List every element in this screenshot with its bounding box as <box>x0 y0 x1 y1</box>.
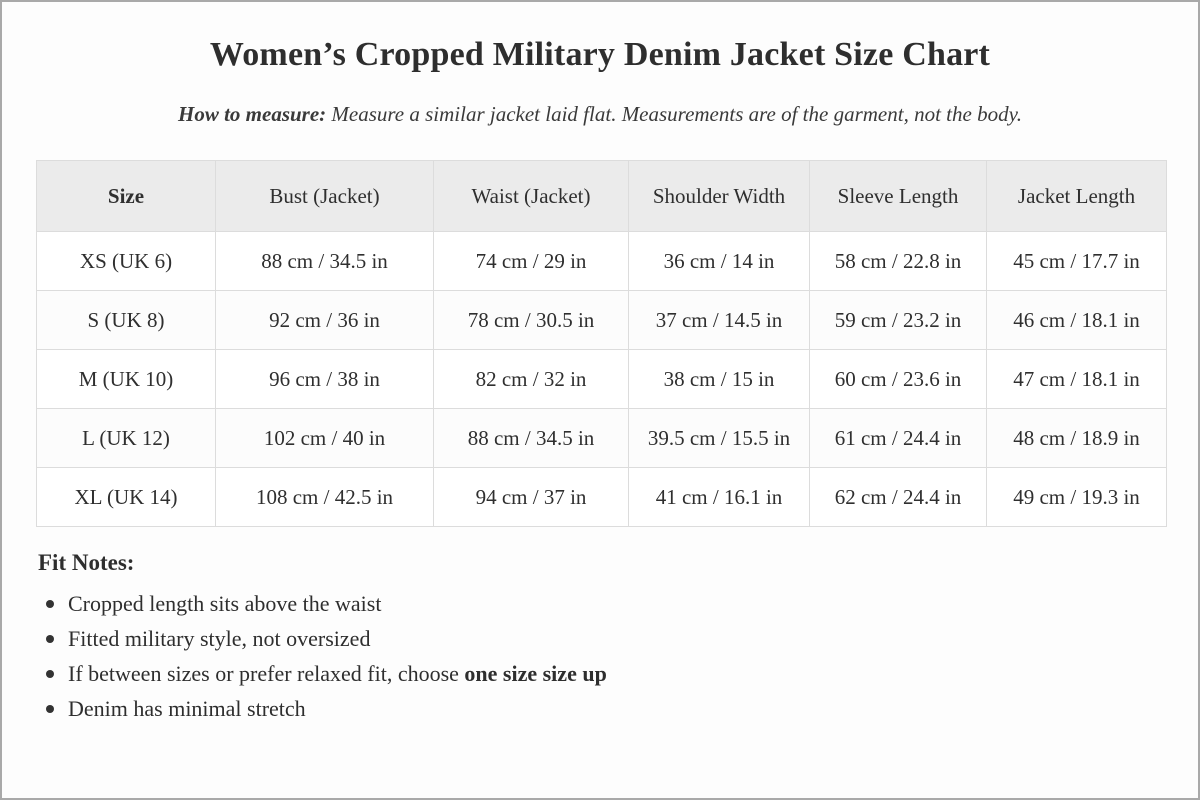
cell-size: XS (UK 6) <box>36 231 216 291</box>
bullet-icon <box>46 704 54 713</box>
page-title: Women’s Cropped Military Denim Jacket Si… <box>209 36 991 73</box>
table-row: M (UK 10) 96 cm / 38 in 82 cm / 32 in 38… <box>36 349 1167 409</box>
column-header-shoulder-width: Shoulder Width <box>628 160 810 232</box>
bullet-icon <box>46 599 54 608</box>
fit-note-text: If between sizes or prefer relaxed fit, … <box>68 658 607 690</box>
column-header-size: Size <box>36 160 216 232</box>
cell-waist: 82 cm / 32 in <box>433 349 629 409</box>
cell-shoulder-width: 39.5 cm / 15.5 in <box>628 408 810 468</box>
cell-jacket-length: 46 cm / 18.1 in <box>986 290 1167 350</box>
cell-bust: 88 cm / 34.5 in <box>215 231 434 291</box>
cell-jacket-length: 49 cm / 19.3 in <box>986 467 1167 527</box>
how-to-measure-label: How to measure: <box>178 102 327 126</box>
cell-size: S (UK 8) <box>36 290 216 350</box>
cell-size: M (UK 10) <box>36 349 216 409</box>
size-table: Size Bust (Jacket) Waist (Jacket) Should… <box>36 160 1167 527</box>
bullet-icon <box>46 669 54 678</box>
cell-jacket-length: 47 cm / 18.1 in <box>986 349 1167 409</box>
table-header-row: Size Bust (Jacket) Waist (Jacket) Should… <box>36 160 1167 232</box>
cell-size: L (UK 12) <box>36 408 216 468</box>
cell-bust: 92 cm / 36 in <box>215 290 434 350</box>
fit-note-text-lead: If between sizes or prefer relaxed fit, … <box>68 660 465 686</box>
fit-note-item: Cropped length sits above the waist <box>44 586 607 621</box>
cell-bust: 102 cm / 40 in <box>215 408 434 468</box>
cell-shoulder-width: 38 cm / 15 in <box>628 349 810 409</box>
fit-note-emphasis: one size size up <box>464 660 607 686</box>
fit-note-text: Denim has minimal stretch <box>68 695 306 721</box>
cell-sleeve-length: 61 cm / 24.4 in <box>809 408 987 468</box>
fit-notes-list: Cropped length sits above the waist Fitt… <box>44 586 607 726</box>
cell-jacket-length: 45 cm / 17.7 in <box>986 231 1167 291</box>
table-row: L (UK 12) 102 cm / 40 in 88 cm / 34.5 in… <box>36 408 1167 468</box>
cell-size: XL (UK 14) <box>36 467 216 527</box>
cell-sleeve-length: 60 cm / 23.6 in <box>809 349 987 409</box>
column-header-sleeve-length: Sleeve Length <box>809 160 987 232</box>
cell-jacket-length: 48 cm / 18.9 in <box>986 408 1167 468</box>
cell-waist: 74 cm / 29 in <box>433 231 629 291</box>
fit-note-item: Fitted military style, not oversized <box>44 621 607 656</box>
column-header-waist: Waist (Jacket) <box>433 160 629 232</box>
column-header-bust: Bust (Jacket) <box>215 160 434 232</box>
table-row: XS (UK 6) 88 cm / 34.5 in 74 cm / 29 in … <box>36 231 1167 291</box>
fit-note-item: If between sizes or prefer relaxed fit, … <box>44 656 607 691</box>
cell-shoulder-width: 36 cm / 14 in <box>628 231 810 291</box>
cell-waist: 88 cm / 34.5 in <box>433 408 629 468</box>
cell-sleeve-length: 62 cm / 24.4 in <box>809 467 987 527</box>
cell-sleeve-length: 59 cm / 23.2 in <box>809 290 987 350</box>
column-header-jacket-length: Jacket Length <box>986 160 1167 232</box>
cell-sleeve-length: 58 cm / 22.8 in <box>809 231 987 291</box>
table-row: XL (UK 14) 108 cm / 42.5 in 94 cm / 37 i… <box>36 467 1167 527</box>
how-to-measure-text: How to measure: Measure a similar jacket… <box>2 102 1198 127</box>
cell-shoulder-width: 41 cm / 16.1 in <box>628 467 810 527</box>
fit-note-item: Denim has minimal stretch <box>44 691 607 726</box>
cell-bust: 96 cm / 38 in <box>215 349 434 409</box>
fit-note-text: Cropped length sits above the waist <box>68 590 382 616</box>
cell-waist: 78 cm / 30.5 in <box>433 290 629 350</box>
cell-shoulder-width: 37 cm / 14.5 in <box>628 290 810 350</box>
bullet-icon <box>46 634 54 643</box>
table-row: S (UK 8) 92 cm / 36 in 78 cm / 30.5 in 3… <box>36 290 1167 350</box>
fit-notes-title: Fit Notes: <box>38 550 135 575</box>
cell-waist: 94 cm / 37 in <box>433 467 629 527</box>
fit-note-text: Fitted military style, not oversized <box>68 625 371 651</box>
cell-bust: 108 cm / 42.5 in <box>215 467 434 527</box>
how-to-measure-instructions: Measure a similar jacket laid flat. Meas… <box>326 102 1022 126</box>
